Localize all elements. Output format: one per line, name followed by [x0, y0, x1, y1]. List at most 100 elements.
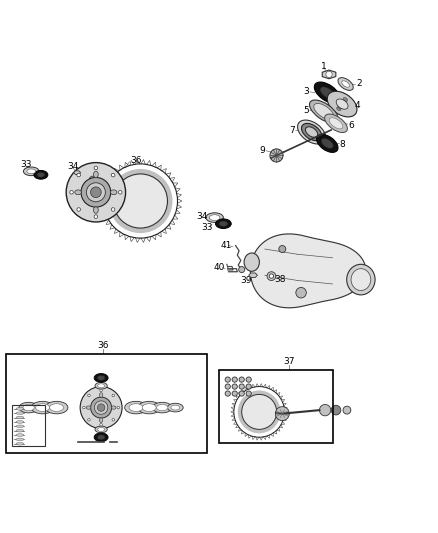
Ellipse shape [16, 438, 24, 441]
Text: 35: 35 [96, 171, 108, 180]
Circle shape [94, 166, 98, 169]
Ellipse shape [320, 87, 334, 99]
Ellipse shape [351, 269, 371, 290]
Ellipse shape [244, 253, 259, 271]
Circle shape [88, 418, 90, 421]
Ellipse shape [16, 412, 24, 415]
Ellipse shape [16, 425, 24, 427]
Polygon shape [249, 273, 258, 278]
Circle shape [77, 173, 81, 177]
Circle shape [326, 71, 332, 77]
Circle shape [242, 394, 277, 430]
Ellipse shape [156, 405, 168, 411]
Text: 34: 34 [67, 161, 78, 171]
Text: 3: 3 [304, 87, 309, 96]
Circle shape [276, 407, 289, 421]
Circle shape [86, 183, 106, 202]
Ellipse shape [31, 401, 54, 414]
Circle shape [246, 391, 251, 396]
Circle shape [95, 401, 108, 414]
Ellipse shape [336, 99, 348, 109]
Circle shape [77, 208, 81, 211]
Ellipse shape [99, 393, 103, 397]
Ellipse shape [215, 219, 231, 229]
Circle shape [112, 394, 114, 397]
Ellipse shape [317, 134, 338, 152]
Circle shape [97, 404, 105, 411]
Text: 5: 5 [304, 106, 309, 115]
Circle shape [279, 246, 286, 253]
Text: 38: 38 [274, 275, 286, 284]
Ellipse shape [314, 103, 334, 119]
Ellipse shape [338, 78, 353, 91]
Ellipse shape [206, 213, 223, 222]
Ellipse shape [314, 82, 340, 103]
Circle shape [91, 397, 112, 418]
Ellipse shape [125, 401, 148, 414]
Ellipse shape [27, 169, 35, 174]
Circle shape [319, 405, 331, 416]
Ellipse shape [329, 118, 343, 129]
Ellipse shape [342, 81, 350, 87]
Ellipse shape [167, 403, 183, 412]
Ellipse shape [138, 401, 160, 414]
Ellipse shape [16, 421, 24, 423]
Ellipse shape [49, 403, 64, 411]
Circle shape [94, 215, 98, 219]
Circle shape [100, 389, 102, 392]
Polygon shape [322, 70, 336, 79]
Circle shape [232, 377, 237, 382]
Bar [219, 370, 333, 443]
Ellipse shape [35, 403, 49, 411]
Circle shape [81, 177, 111, 207]
Ellipse shape [171, 405, 180, 410]
Circle shape [269, 274, 274, 278]
Text: 33: 33 [201, 223, 212, 232]
Ellipse shape [34, 171, 48, 179]
Circle shape [108, 169, 173, 233]
Circle shape [331, 405, 341, 415]
Ellipse shape [341, 101, 345, 105]
Ellipse shape [310, 100, 338, 123]
Text: 6: 6 [349, 120, 355, 130]
Bar [12, 405, 45, 446]
Ellipse shape [325, 114, 347, 133]
Circle shape [111, 173, 115, 177]
Ellipse shape [99, 418, 103, 423]
Circle shape [118, 190, 122, 194]
Ellipse shape [16, 442, 24, 445]
Ellipse shape [339, 103, 344, 107]
Ellipse shape [75, 190, 81, 195]
Ellipse shape [94, 433, 108, 442]
Ellipse shape [347, 264, 375, 295]
Ellipse shape [321, 139, 333, 148]
Circle shape [270, 149, 283, 162]
Ellipse shape [342, 99, 346, 103]
Ellipse shape [16, 408, 24, 410]
Text: 33: 33 [20, 160, 32, 169]
Text: 7: 7 [290, 126, 295, 135]
Ellipse shape [98, 427, 105, 431]
Circle shape [113, 174, 167, 228]
Circle shape [100, 424, 102, 426]
Text: 36: 36 [98, 342, 109, 351]
Ellipse shape [16, 434, 24, 437]
Ellipse shape [327, 91, 357, 117]
Ellipse shape [110, 190, 117, 195]
Circle shape [246, 377, 251, 382]
Circle shape [225, 384, 230, 389]
Ellipse shape [338, 105, 343, 109]
Text: 34: 34 [197, 212, 208, 221]
Ellipse shape [94, 374, 108, 382]
Ellipse shape [16, 416, 24, 419]
Polygon shape [89, 176, 97, 180]
Ellipse shape [16, 430, 24, 432]
Text: 40: 40 [213, 263, 225, 272]
Ellipse shape [98, 384, 105, 387]
Circle shape [239, 384, 244, 389]
Ellipse shape [97, 435, 105, 440]
Circle shape [225, 391, 230, 396]
Text: 36: 36 [130, 156, 142, 165]
Ellipse shape [23, 167, 39, 176]
Ellipse shape [301, 124, 321, 141]
